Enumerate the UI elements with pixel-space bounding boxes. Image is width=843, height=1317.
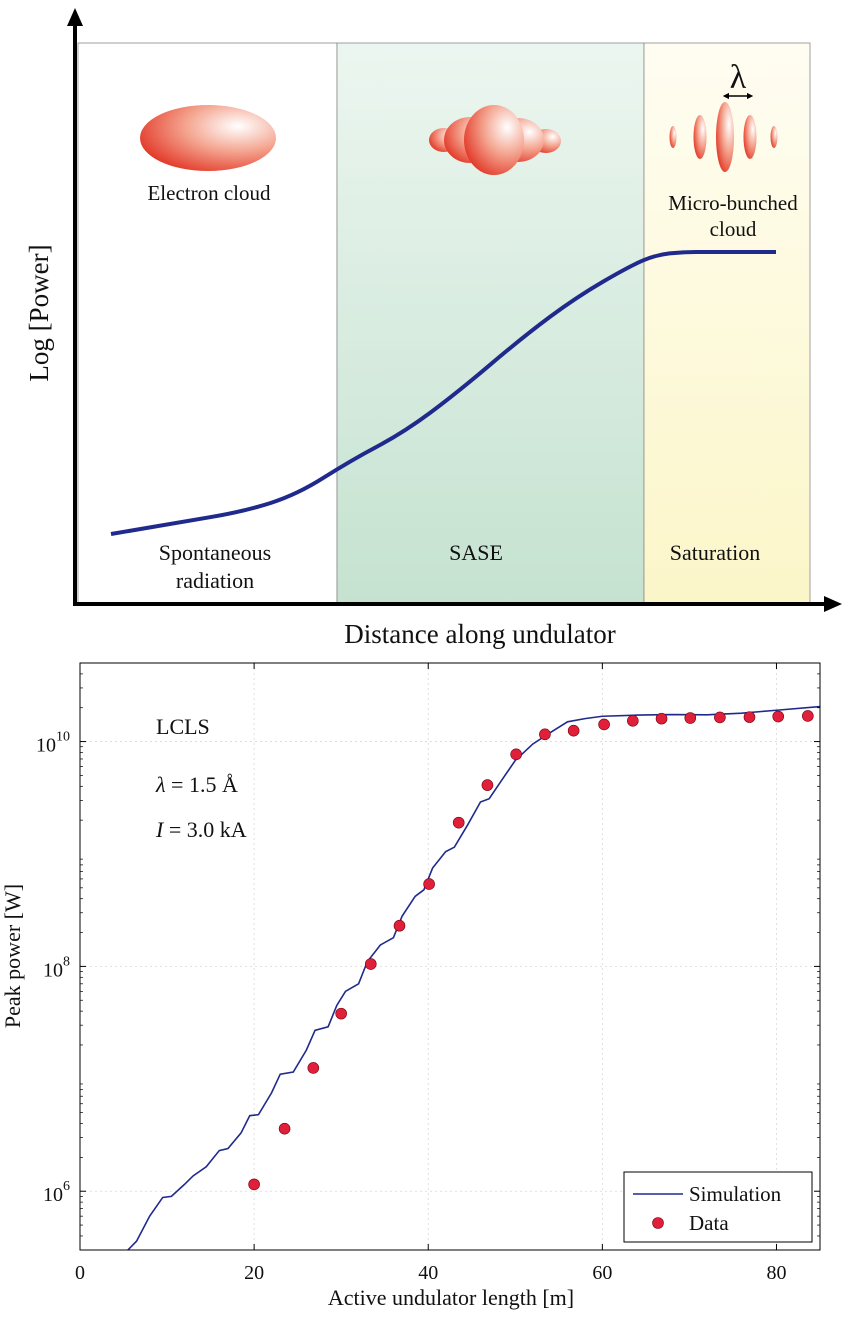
sase-cloud-blob-5 <box>464 105 524 175</box>
y-tick-label-2: 1010 <box>36 730 70 757</box>
annotation-current: I = 3.0 kA <box>155 817 247 842</box>
plot-frame <box>79 662 821 1251</box>
data-point <box>539 728 551 741</box>
data-point <box>248 1178 260 1191</box>
micro-bunch-5 <box>770 126 778 148</box>
x-tick-label-80: 80 <box>766 1262 786 1284</box>
data-point <box>684 712 697 724</box>
annotation-lambda: λ <box>730 59 747 96</box>
annotation-electron-cloud: Electron cloud <box>147 181 271 205</box>
x-axis-label: Active undulator length [m] <box>328 1285 574 1310</box>
data-point <box>335 1007 347 1020</box>
y-axis-label: Peak power [W] <box>0 884 25 1028</box>
x-tick-label-0: 0 <box>75 1262 85 1284</box>
cloud-illustrations <box>140 92 778 175</box>
legend-data-swatch <box>652 1217 664 1229</box>
x-axis-label: Distance along undulator <box>344 619 615 649</box>
y-axis-arrow-icon <box>67 8 83 26</box>
y-tick-label-0: 106 <box>43 1179 70 1206</box>
data-point <box>802 710 814 722</box>
data-point <box>393 919 406 932</box>
electron-cloud-shape <box>140 105 276 171</box>
region-label-3: Saturation <box>670 540 760 565</box>
x-axis-arrow-icon <box>824 596 842 612</box>
x-tick-label-60: 60 <box>592 1262 612 1284</box>
plot-clip <box>127 705 820 1250</box>
data-point <box>452 816 465 829</box>
ticks: 0 20 40 60 80 106 108 1010 <box>36 662 820 1284</box>
legend-box <box>623 1171 813 1243</box>
data-points <box>248 710 814 1191</box>
region-labels: Spontaneous radiation SASE Saturation <box>159 540 760 593</box>
simulation-line <box>127 705 820 1250</box>
data-point <box>743 711 756 723</box>
data-point <box>772 710 785 723</box>
data-point <box>307 1062 320 1074</box>
data-point <box>423 878 435 890</box>
micro-bunch-1 <box>669 126 677 148</box>
plot-annotations: LCLS λ = 1.5 Å I = 3.0 kA <box>155 714 247 842</box>
data-point <box>655 712 668 725</box>
micro-bunch-2 <box>693 115 707 159</box>
schematic-chart: Distance along undulator Log [Power] Spo… <box>24 8 842 649</box>
data-point <box>627 715 639 727</box>
data-point <box>598 718 610 731</box>
legend-data-label: Data <box>689 1211 729 1235</box>
y-axis-label: Log [Power] <box>24 244 54 381</box>
x-tick-label-20: 20 <box>244 1262 264 1284</box>
region-label-1: Spontaneous radiation <box>159 540 271 593</box>
x-tick-label-40: 40 <box>418 1262 438 1284</box>
plot-area <box>80 663 820 1250</box>
micro-bunch-3 <box>716 102 734 172</box>
peak-power-chart: 0 20 40 60 80 106 108 1010 LCLS λ = 1.5 Å I = 3.0… <box>0 662 821 1310</box>
y-tick-label-1: 108 <box>43 954 70 981</box>
micro-bunch-4 <box>743 115 757 159</box>
annotation-wavelength: λ = 1.5 Å <box>155 772 238 797</box>
legend: Simulation Data <box>623 1171 813 1243</box>
data-point <box>364 958 377 970</box>
data-point <box>567 724 580 737</box>
region-label-2: SASE <box>449 540 503 565</box>
annotation-micro-bunched-cloud: Micro-bunched cloud <box>668 191 798 241</box>
data-point <box>278 1122 291 1135</box>
data-point <box>714 711 726 724</box>
power-curve <box>110 250 776 536</box>
legend-simulation-label: Simulation <box>689 1182 782 1206</box>
annotations: Electron cloud Micro-bunched cloud λ <box>147 59 798 241</box>
annotation-lcls: LCLS <box>156 714 210 739</box>
data-point <box>510 748 522 761</box>
data-point <box>481 779 494 791</box>
